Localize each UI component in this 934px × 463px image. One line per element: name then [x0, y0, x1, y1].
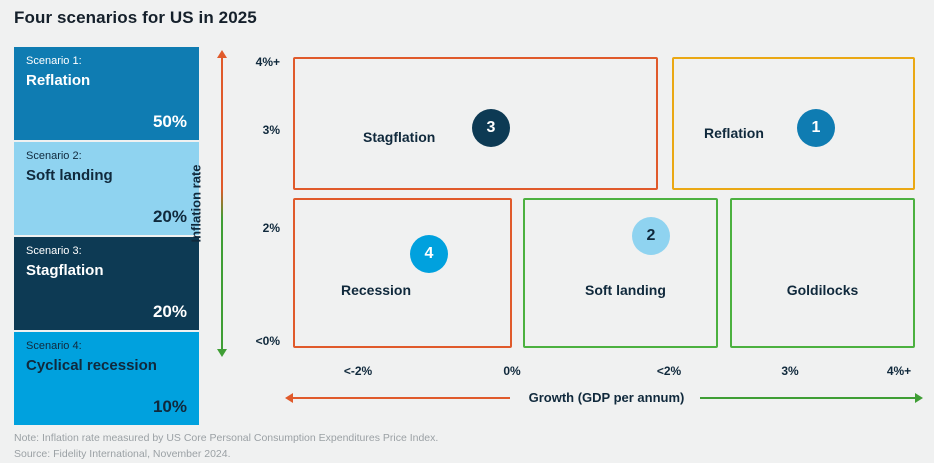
x-axis-right-arrow	[700, 393, 923, 403]
scenario-number-label: Scenario 3:	[26, 245, 82, 257]
region-goldilocks: Goldilocks	[730, 198, 915, 348]
x-tick-below-minus2pct: <-2%	[343, 364, 373, 378]
scenario-probability: 10%	[152, 397, 187, 416]
region-label: Recession	[341, 282, 412, 298]
y-tick-4pct-plus: 4%+	[255, 55, 280, 69]
scenario-3-marker: 3	[472, 109, 510, 147]
region-recession: Recession 4	[293, 198, 512, 348]
scenario-2-marker: 2	[632, 217, 670, 255]
region-label: Soft landing	[585, 282, 666, 298]
y-axis-down-arrow-icon	[217, 349, 227, 357]
scenario-number-label: Scenario 4:	[26, 340, 82, 352]
region-label: Reflation	[704, 125, 764, 141]
scenario-card-soft-landing: Scenario 2: Soft landing 20%	[14, 142, 199, 235]
x-tick-below-2pct: <2%	[656, 364, 682, 378]
y-axis-line	[217, 50, 227, 357]
y-tick-2pct: 2%	[262, 221, 280, 235]
scenario-4-marker: 4	[410, 235, 448, 273]
scenario-probability: 20%	[152, 302, 187, 321]
y-tick-3pct: 3%	[262, 123, 280, 137]
scenario-name: Stagflation	[26, 262, 104, 279]
y-axis-up-arrow-icon	[217, 50, 227, 58]
scenario-name: Reflation	[26, 72, 91, 89]
scenario-probability: 50%	[152, 112, 187, 131]
x-axis-right-arrow-icon	[915, 393, 923, 403]
scenario-probability: 20%	[152, 207, 187, 226]
note-text: Note: Inflation rate measured by US Core…	[14, 432, 439, 444]
scenario-card-reflation: Scenario 1: Reflation 50%	[14, 47, 199, 140]
scenario-1-marker: 1	[797, 109, 835, 147]
region-stagflation: Stagflation 3	[293, 57, 658, 190]
scenario-number-label: Scenario 2:	[26, 150, 82, 162]
x-axis-label: Growth (GDP per annum)	[528, 390, 685, 405]
region-soft-landing: Soft landing 2	[523, 198, 718, 348]
x-axis-left-arrow-icon	[285, 393, 293, 403]
scenario-card-stagflation: Scenario 3: Stagflation 20%	[14, 237, 199, 330]
y-tick-below-0pct: <0%	[255, 334, 280, 348]
scenario-card-cyclical-recession: Scenario 4: Cyclical recession 10%	[14, 332, 199, 425]
x-tick-3pct: 3%	[781, 364, 799, 378]
page-title: Four scenarios for US in 2025	[14, 8, 257, 27]
region-reflation: Reflation 1	[672, 57, 915, 190]
source-text: Source: Fidelity International, November…	[14, 448, 231, 460]
region-label: Goldilocks	[786, 282, 859, 298]
region-label: Stagflation	[363, 129, 436, 145]
scenario-number-label: Scenario 1:	[26, 55, 82, 67]
x-tick-0pct: 0%	[503, 364, 521, 378]
scenario-name: Cyclical recession	[26, 357, 157, 374]
x-tick-4pct-plus: 4%+	[886, 364, 912, 378]
scenario-name: Soft landing	[26, 167, 113, 184]
y-axis-label: Inflation rate	[188, 164, 204, 243]
x-axis-left-arrow	[285, 393, 510, 403]
